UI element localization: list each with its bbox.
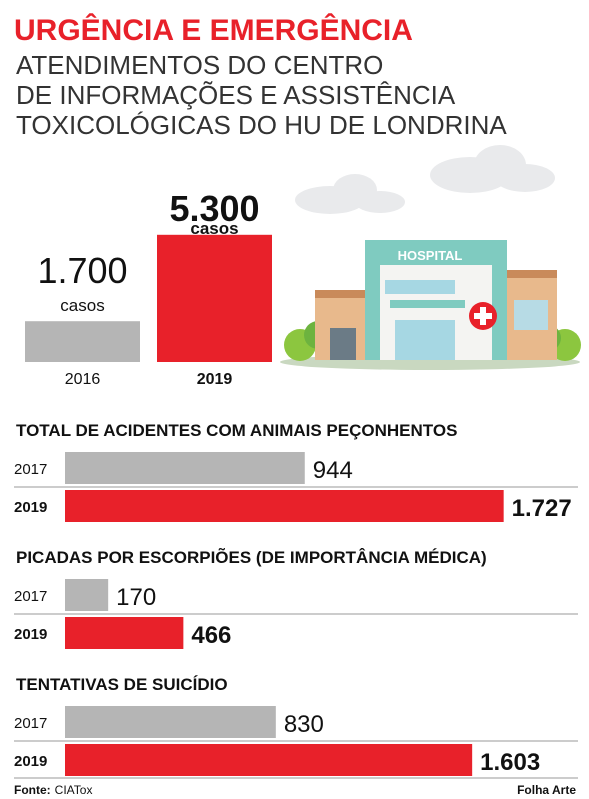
category-label: 2017 (14, 588, 47, 605)
subtitle-line: ATENDIMENTOS DO CENTRO (16, 50, 383, 80)
value-label: 944 (313, 457, 353, 484)
value-label: 1.700 (37, 250, 127, 291)
hospital-illustration: HOSPITAL (280, 240, 581, 370)
clouds (295, 145, 555, 214)
bar (65, 617, 184, 649)
footer-credit: Folha Arte (517, 783, 576, 797)
section-title: TOTAL DE ACIDENTES COM ANIMAIS PEÇONHENT… (16, 421, 457, 440)
section-title: TENTATIVAS DE SUICÍDIO (16, 675, 228, 694)
unit-label: casos (60, 296, 104, 315)
value-label: 1.603 (480, 749, 540, 776)
category-label: 2016 (65, 371, 101, 388)
bar (65, 706, 276, 738)
section-title: PICADAS POR ESCORPIÕES (DE IMPORTÂNCIA M… (16, 547, 487, 567)
value-label: 830 (284, 711, 324, 738)
bar (65, 452, 305, 484)
subtitle-line: DE INFORMAÇÕES E ASSISTÊNCIA (16, 80, 456, 110)
category-label: 2019 (14, 499, 47, 516)
category-label: 2019 (14, 753, 47, 770)
bar (157, 234, 272, 362)
category-label: 2017 (14, 715, 47, 732)
value-label: 5.300 (169, 188, 259, 229)
hospital-sign: HOSPITAL (398, 248, 463, 263)
bar (65, 579, 109, 611)
bar (25, 321, 140, 362)
value-label: 170 (116, 584, 156, 611)
value-label: 466 (191, 622, 231, 649)
category-label: 2019 (14, 626, 47, 643)
footer-source: Fonte: CIATox (14, 783, 92, 797)
bar (65, 744, 473, 776)
source-text: Fonte: (14, 783, 51, 797)
value-label: 1.727 (512, 495, 572, 522)
subtitle-line: TOXICOLÓGICAS DO HU DE LONDRINA (16, 110, 507, 140)
unit-label: casos (190, 219, 238, 238)
category-label: 2019 (197, 371, 233, 388)
source-text: CIATox (55, 783, 93, 797)
category-label: 2017 (14, 461, 47, 478)
title: URGÊNCIA E EMERGÊNCIA (14, 13, 413, 47)
bar (65, 490, 504, 522)
